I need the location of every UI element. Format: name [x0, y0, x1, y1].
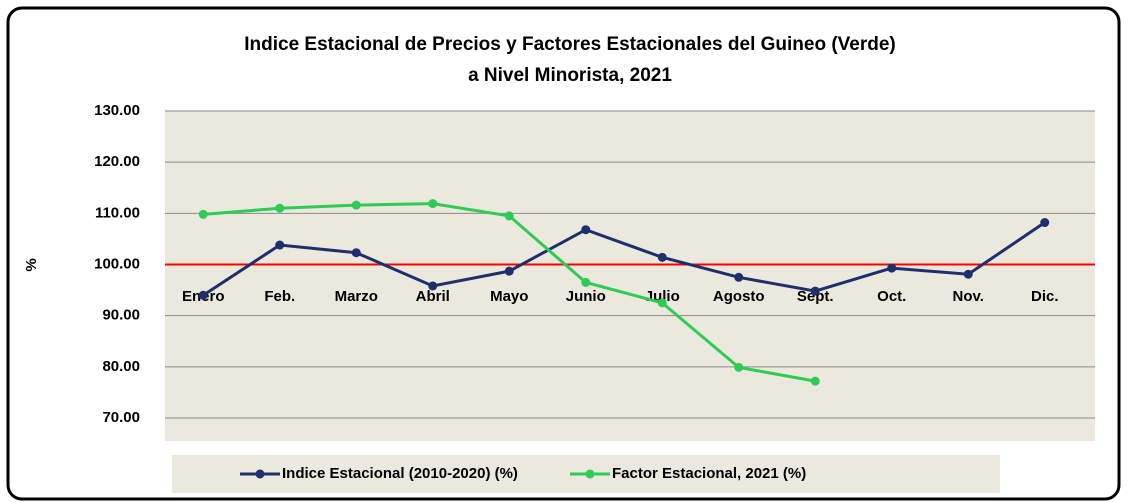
y-tick-label: 130.00: [94, 102, 140, 119]
x-tick-label: Mayo: [490, 288, 528, 305]
data-point: [734, 272, 744, 282]
data-point: [1040, 218, 1050, 228]
data-point: [887, 263, 897, 273]
legend-label: Factor Estacional, 2021 (%): [612, 465, 806, 482]
data-point: [810, 286, 820, 296]
legend-label: Indice Estacional (2010-2020) (%): [282, 465, 518, 482]
data-point: [275, 240, 285, 250]
x-tick-label: Agosto: [713, 288, 765, 305]
data-point: [504, 211, 514, 221]
series-line: [202, 221, 1046, 297]
y-tick-label: 80.00: [102, 358, 140, 375]
data-point: [428, 199, 438, 209]
x-tick-label: Sept.: [797, 288, 834, 305]
data-point: [351, 248, 361, 258]
y-tick-label: 110.00: [95, 204, 140, 221]
x-tick-label: Nov.: [953, 288, 984, 305]
x-tick-label: Junio: [566, 288, 606, 305]
x-tick-label: Feb.: [264, 288, 295, 305]
plot-area: [165, 111, 1095, 441]
data-point: [428, 281, 438, 291]
y-tick-label: 90.00: [102, 307, 140, 324]
y-axis-label: %: [23, 258, 40, 271]
chart-title: Indice Estacional de Precios y Factores …: [244, 34, 896, 55]
data-point: [275, 203, 285, 213]
data-point: [198, 290, 208, 300]
data-point: [504, 266, 514, 276]
x-tick-label: Oct.: [877, 288, 906, 305]
data-point: [810, 376, 820, 386]
data-point: [198, 209, 208, 219]
y-tick-label: 120.00: [94, 153, 140, 170]
data-point: [657, 252, 667, 262]
legend-marker: [255, 469, 265, 479]
x-tick-label: Dic.: [1031, 288, 1059, 305]
data-point: [963, 269, 973, 279]
data-point: [734, 362, 744, 372]
data-point: [351, 200, 361, 210]
legend-marker: [585, 469, 595, 479]
y-tick-label: 100.00: [94, 255, 140, 272]
x-tick-label: Abril: [416, 288, 450, 305]
data-point: [581, 277, 591, 287]
data-point: [581, 225, 591, 235]
x-tick-label: Marzo: [335, 288, 378, 305]
chart-subtitle: a Nivel Minorista, 2021: [468, 65, 672, 86]
y-tick-label: 70.00: [102, 409, 140, 426]
data-point: [657, 298, 667, 308]
